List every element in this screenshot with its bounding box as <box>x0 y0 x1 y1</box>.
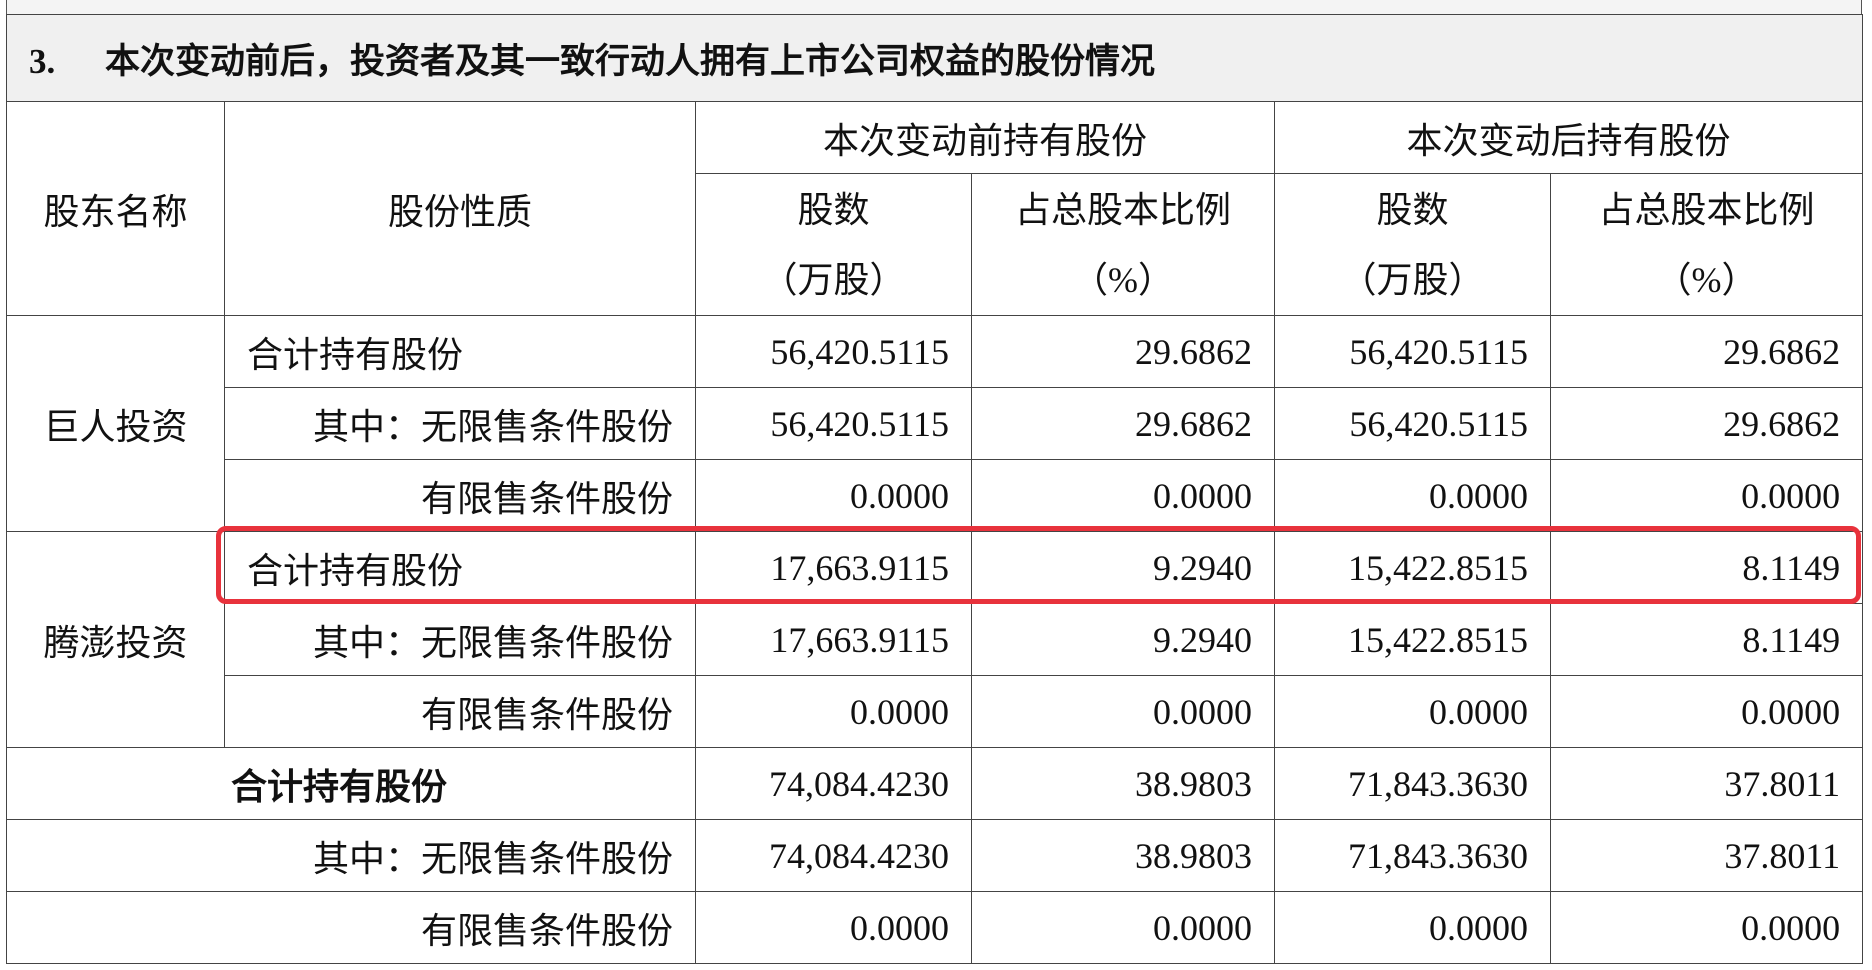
table-row: 合计持有股份 74,084.4230 38.9803 71,843.3630 37.80… <box>6 747 1864 820</box>
table-cell: 56,420.5115 <box>695 315 972 388</box>
header-cell: 占总股本比例 （%） <box>971 173 1275 316</box>
table-cell: 0.0000 <box>971 891 1275 964</box>
table-cell: 0.0000 <box>695 459 972 532</box>
table-cell: 0.0000 <box>1549 459 1864 532</box>
table-cell: 29.6862 <box>971 315 1275 388</box>
header-row: 股数 （万股） 占总股本比例 （%） 股数 （万股） 占总股本比例 （%） <box>7 173 1864 316</box>
table-row: 有限售条件股份 0.0000 0.0000 0.0000 0.0000 <box>6 891 1864 964</box>
header-cell: 本次变动前持有股份 <box>695 101 1275 174</box>
previous-row <box>6 0 1862 14</box>
table-cell: 38.9803 <box>971 819 1275 892</box>
table-cell: 29.6862 <box>1549 315 1864 388</box>
header-cell: 本次变动后持有股份 <box>1273 101 1864 174</box>
table-cell: 有限售条件股份 <box>224 459 696 532</box>
table-cell: 腾澎投资 <box>6 531 225 748</box>
table-cell: 合计持有股份 <box>224 531 696 604</box>
table-cell: 其中：无限售条件股份 <box>224 603 696 676</box>
table-cell: 15,422.8515 <box>1274 603 1551 676</box>
header-cell: 占总股本比例 （%） <box>1549 173 1864 316</box>
table-cell: 8.1149 <box>1549 603 1864 676</box>
table-cell: 74,084.4230 <box>695 819 972 892</box>
share-table: 3. 本次变动前后，投资者及其一致行动人拥有上市公司权益的股份情况 股东名称 股份… <box>5 14 1864 964</box>
title-text: 本次变动前后，投资者及其一致行动人拥有上市公司权益的股份情况 <box>105 41 1156 81</box>
header-text: （万股） <box>1340 259 1485 300</box>
table-cell: 71,843.3630 <box>1274 747 1551 820</box>
header-text: 占总股本比例 <box>1014 189 1231 230</box>
title-number: 3. <box>29 41 56 81</box>
table-cell: 0.0000 <box>971 459 1275 532</box>
header-text: 股数 <box>1376 189 1449 230</box>
title-cell: 3. 本次变动前后，投资者及其一致行动人拥有上市公司权益的股份情况 <box>5 14 1864 102</box>
header-text: （%） <box>1072 259 1174 300</box>
header-text: （万股） <box>761 259 906 300</box>
table-cell: 17,663.9115 <box>695 531 972 604</box>
table-row: 腾澎投资 合计持有股份 17,663.9115 9.2940 15,422.8515 8.… <box>6 531 1864 748</box>
header-cell: 股数 （万股） <box>695 173 972 316</box>
table-cell: 有限售条件股份 <box>224 675 696 748</box>
table-cell: 0.0000 <box>695 891 972 964</box>
table-cell: 0.0000 <box>1274 459 1551 532</box>
header-text: 股数 <box>797 189 870 230</box>
table-cell: 0.0000 <box>971 675 1275 748</box>
table-cell: 9.2940 <box>971 531 1275 604</box>
table-cell: 其中：无限售条件股份 <box>224 387 696 460</box>
table-cell: 合计持有股份 <box>224 315 696 388</box>
header-cell: 股份性质 <box>224 101 696 316</box>
table-cell: 29.6862 <box>971 387 1275 460</box>
table-cell: 0.0000 <box>1274 891 1551 964</box>
table-cell: 其中：无限售条件股份 <box>6 819 696 892</box>
table-row: 其中：无限售条件股份 17,663.9115 9.2940 15,422.8515 8.… <box>7 603 1864 676</box>
table-cell: 37.8011 <box>1549 819 1864 892</box>
table-cell: 9.2940 <box>971 603 1275 676</box>
table-cell: 巨人投资 <box>6 315 225 532</box>
table-cell: 71,843.3630 <box>1274 819 1551 892</box>
table-cell: 74,084.4230 <box>695 747 972 820</box>
table-cell: 合计持有股份 <box>6 747 696 820</box>
table-cell: 56,420.5115 <box>1274 315 1551 388</box>
header-cell: 股数 （万股） <box>1274 173 1551 316</box>
table-row: 其中：无限售条件股份 74,084.4230 38.9803 71,843.3630 3… <box>6 819 1864 892</box>
table-cell: 0.0000 <box>1549 891 1864 964</box>
header-cell: 股东名称 <box>6 101 225 316</box>
table-cell: 17,663.9115 <box>695 603 972 676</box>
table-cell: 0.0000 <box>1274 675 1551 748</box>
table-cell: 29.6862 <box>1549 387 1864 460</box>
table-cell: 37.8011 <box>1549 747 1864 820</box>
table-row: 有限售条件股份 0.0000 0.0000 0.0000 0.0000 <box>7 459 1864 532</box>
header-row: 股东名称 股份性质 本次变动前持有股份 本次变动后持有股份 <box>6 101 1864 316</box>
table-row: 有限售条件股份 0.0000 0.0000 0.0000 0.0000 <box>7 675 1864 748</box>
table-row: 其中：无限售条件股份 56,420.5115 29.6862 56,420.5115 2… <box>7 387 1864 460</box>
table-cell: 15,422.8515 <box>1274 531 1551 604</box>
table-row: 巨人投资 合计持有股份 56,420.5115 29.6862 56,420.5115 2… <box>6 315 1864 532</box>
table-cell: 56,420.5115 <box>695 387 972 460</box>
title-row: 3. 本次变动前后，投资者及其一致行动人拥有上市公司权益的股份情况 <box>5 14 1864 102</box>
table-cell: 8.1149 <box>1549 531 1864 604</box>
table-cell: 56,420.5115 <box>1274 387 1551 460</box>
table-cell: 0.0000 <box>1549 675 1864 748</box>
header-text: （%） <box>1655 259 1758 300</box>
table-cell: 有限售条件股份 <box>6 891 696 964</box>
header-text: 占总股本比例 <box>1598 189 1815 230</box>
table-cell: 0.0000 <box>695 675 972 748</box>
table-cell: 38.9803 <box>971 747 1275 820</box>
